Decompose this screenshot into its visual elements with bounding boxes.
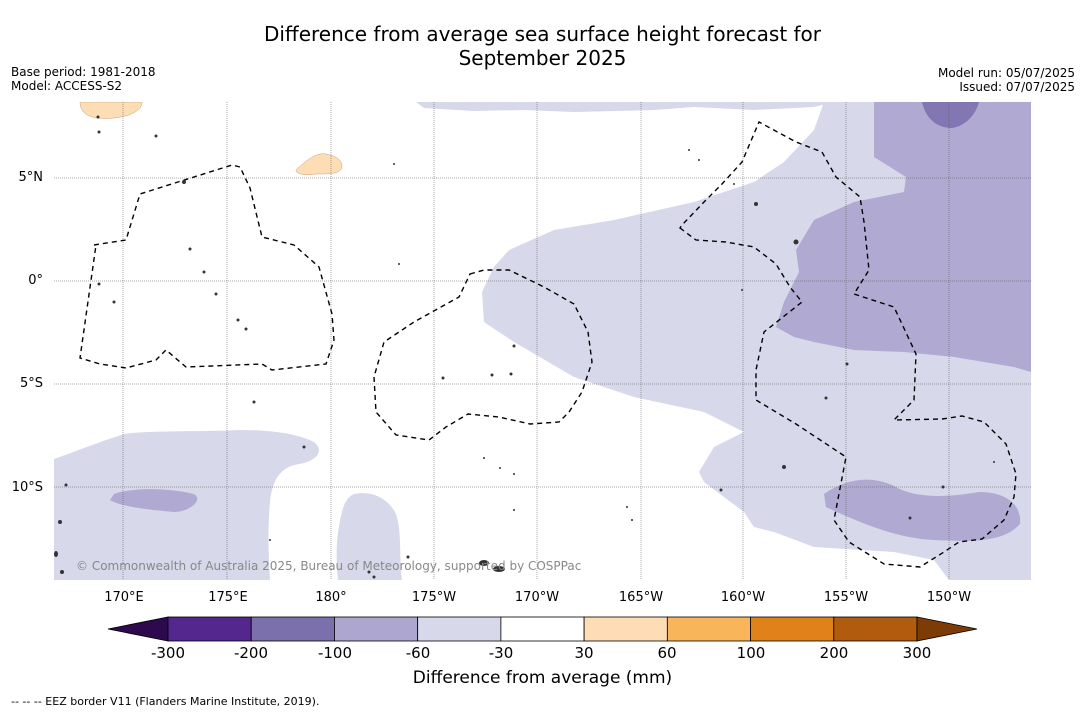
lon-label-155w: 155°W [823, 590, 869, 605]
eez-borders [79, 121, 1017, 568]
colorbar-segment [750, 616, 835, 642]
colorbar-tick: -300 [150, 644, 186, 662]
lat-label-0: 0° [28, 273, 43, 288]
colorbar-segment [833, 616, 918, 642]
issued-date: Issued: 07/07/2025 [959, 80, 1075, 94]
colorbar-extend-low [107, 616, 169, 642]
colorbar-label: Difference from average (mm) [412, 668, 673, 688]
colorbar-tick: -100 [317, 644, 353, 662]
meta-left: Base period: 1981-2018 Model: ACCESS-S2 [11, 65, 156, 93]
copyright-notice: © Commonwealth of Australia 2025, Bureau… [76, 559, 582, 573]
lat-label-10s: 10°S [11, 480, 43, 495]
map-title: Difference from average sea surface heig… [0, 22, 1085, 70]
colorbar [107, 616, 978, 642]
colorbar-segment [250, 616, 335, 642]
eez-border-west [79, 164, 335, 371]
colorbar-extend-high [916, 616, 978, 642]
colorbar-tick: 30 [574, 644, 594, 662]
meta-right: Model run: 05/07/2025 Issued: 07/07/2025 [938, 66, 1075, 94]
lon-label-175e: 175°E [208, 590, 248, 605]
north-strip-region [416, 102, 834, 112]
orange-patch-north [79, 102, 143, 119]
colorbar-segment [583, 616, 668, 642]
eez-legend-note: -- -- -- EEZ border V11 (Flanders Marine… [11, 695, 320, 708]
graticule [54, 102, 1031, 580]
title-line-2: September 2025 [458, 46, 627, 70]
orange-patch-central [295, 153, 343, 176]
eez-border-east [679, 121, 1017, 568]
islands [54, 115, 995, 579]
lon-label-150w: 150°W [926, 590, 972, 605]
lon-label-180: 180° [315, 590, 347, 605]
east-positive-core [776, 102, 1031, 372]
title-line-1: Difference from average sea surface heig… [263, 22, 822, 46]
base-period: Base period: 1981-2018 [11, 65, 156, 79]
colorbar-tick: 100 [736, 644, 766, 662]
lon-label-170e: 170°E [104, 590, 144, 605]
colorbar-segment [334, 616, 419, 642]
south-central-blob [336, 493, 402, 580]
colorbar-tick: 300 [902, 644, 932, 662]
lon-label-160w: 160°W [720, 590, 766, 605]
colorbar-segment [500, 616, 585, 642]
lon-label-170w: 170°W [514, 590, 560, 605]
lon-label-165w: 165°W [618, 590, 664, 605]
colorbar-tick: -60 [405, 644, 431, 662]
lon-label-175w: 175°W [411, 590, 457, 605]
map-panel [54, 102, 1031, 580]
colorbar-segment [417, 616, 502, 642]
light-orange-regions [79, 102, 343, 176]
colorbar-tick: -30 [488, 644, 514, 662]
eez-border-central [373, 269, 593, 441]
lat-label-5n: 5°N [18, 170, 44, 185]
lat-label-5s: 5°S [19, 376, 43, 391]
colorbar-tick: -200 [233, 644, 269, 662]
colorbar-tick: 60 [657, 644, 677, 662]
mid-purple-regions [110, 102, 1031, 541]
colorbar-segment [666, 616, 751, 642]
dark-purple-spot [922, 102, 979, 128]
colorbar-segment [167, 616, 252, 642]
colorbar-tick: 200 [819, 644, 849, 662]
southeast-band [824, 479, 1021, 541]
model-run: Model run: 05/07/2025 [937, 66, 1075, 80]
southwest-band [110, 489, 198, 512]
model-name: Model: ACCESS-S2 [11, 79, 123, 93]
